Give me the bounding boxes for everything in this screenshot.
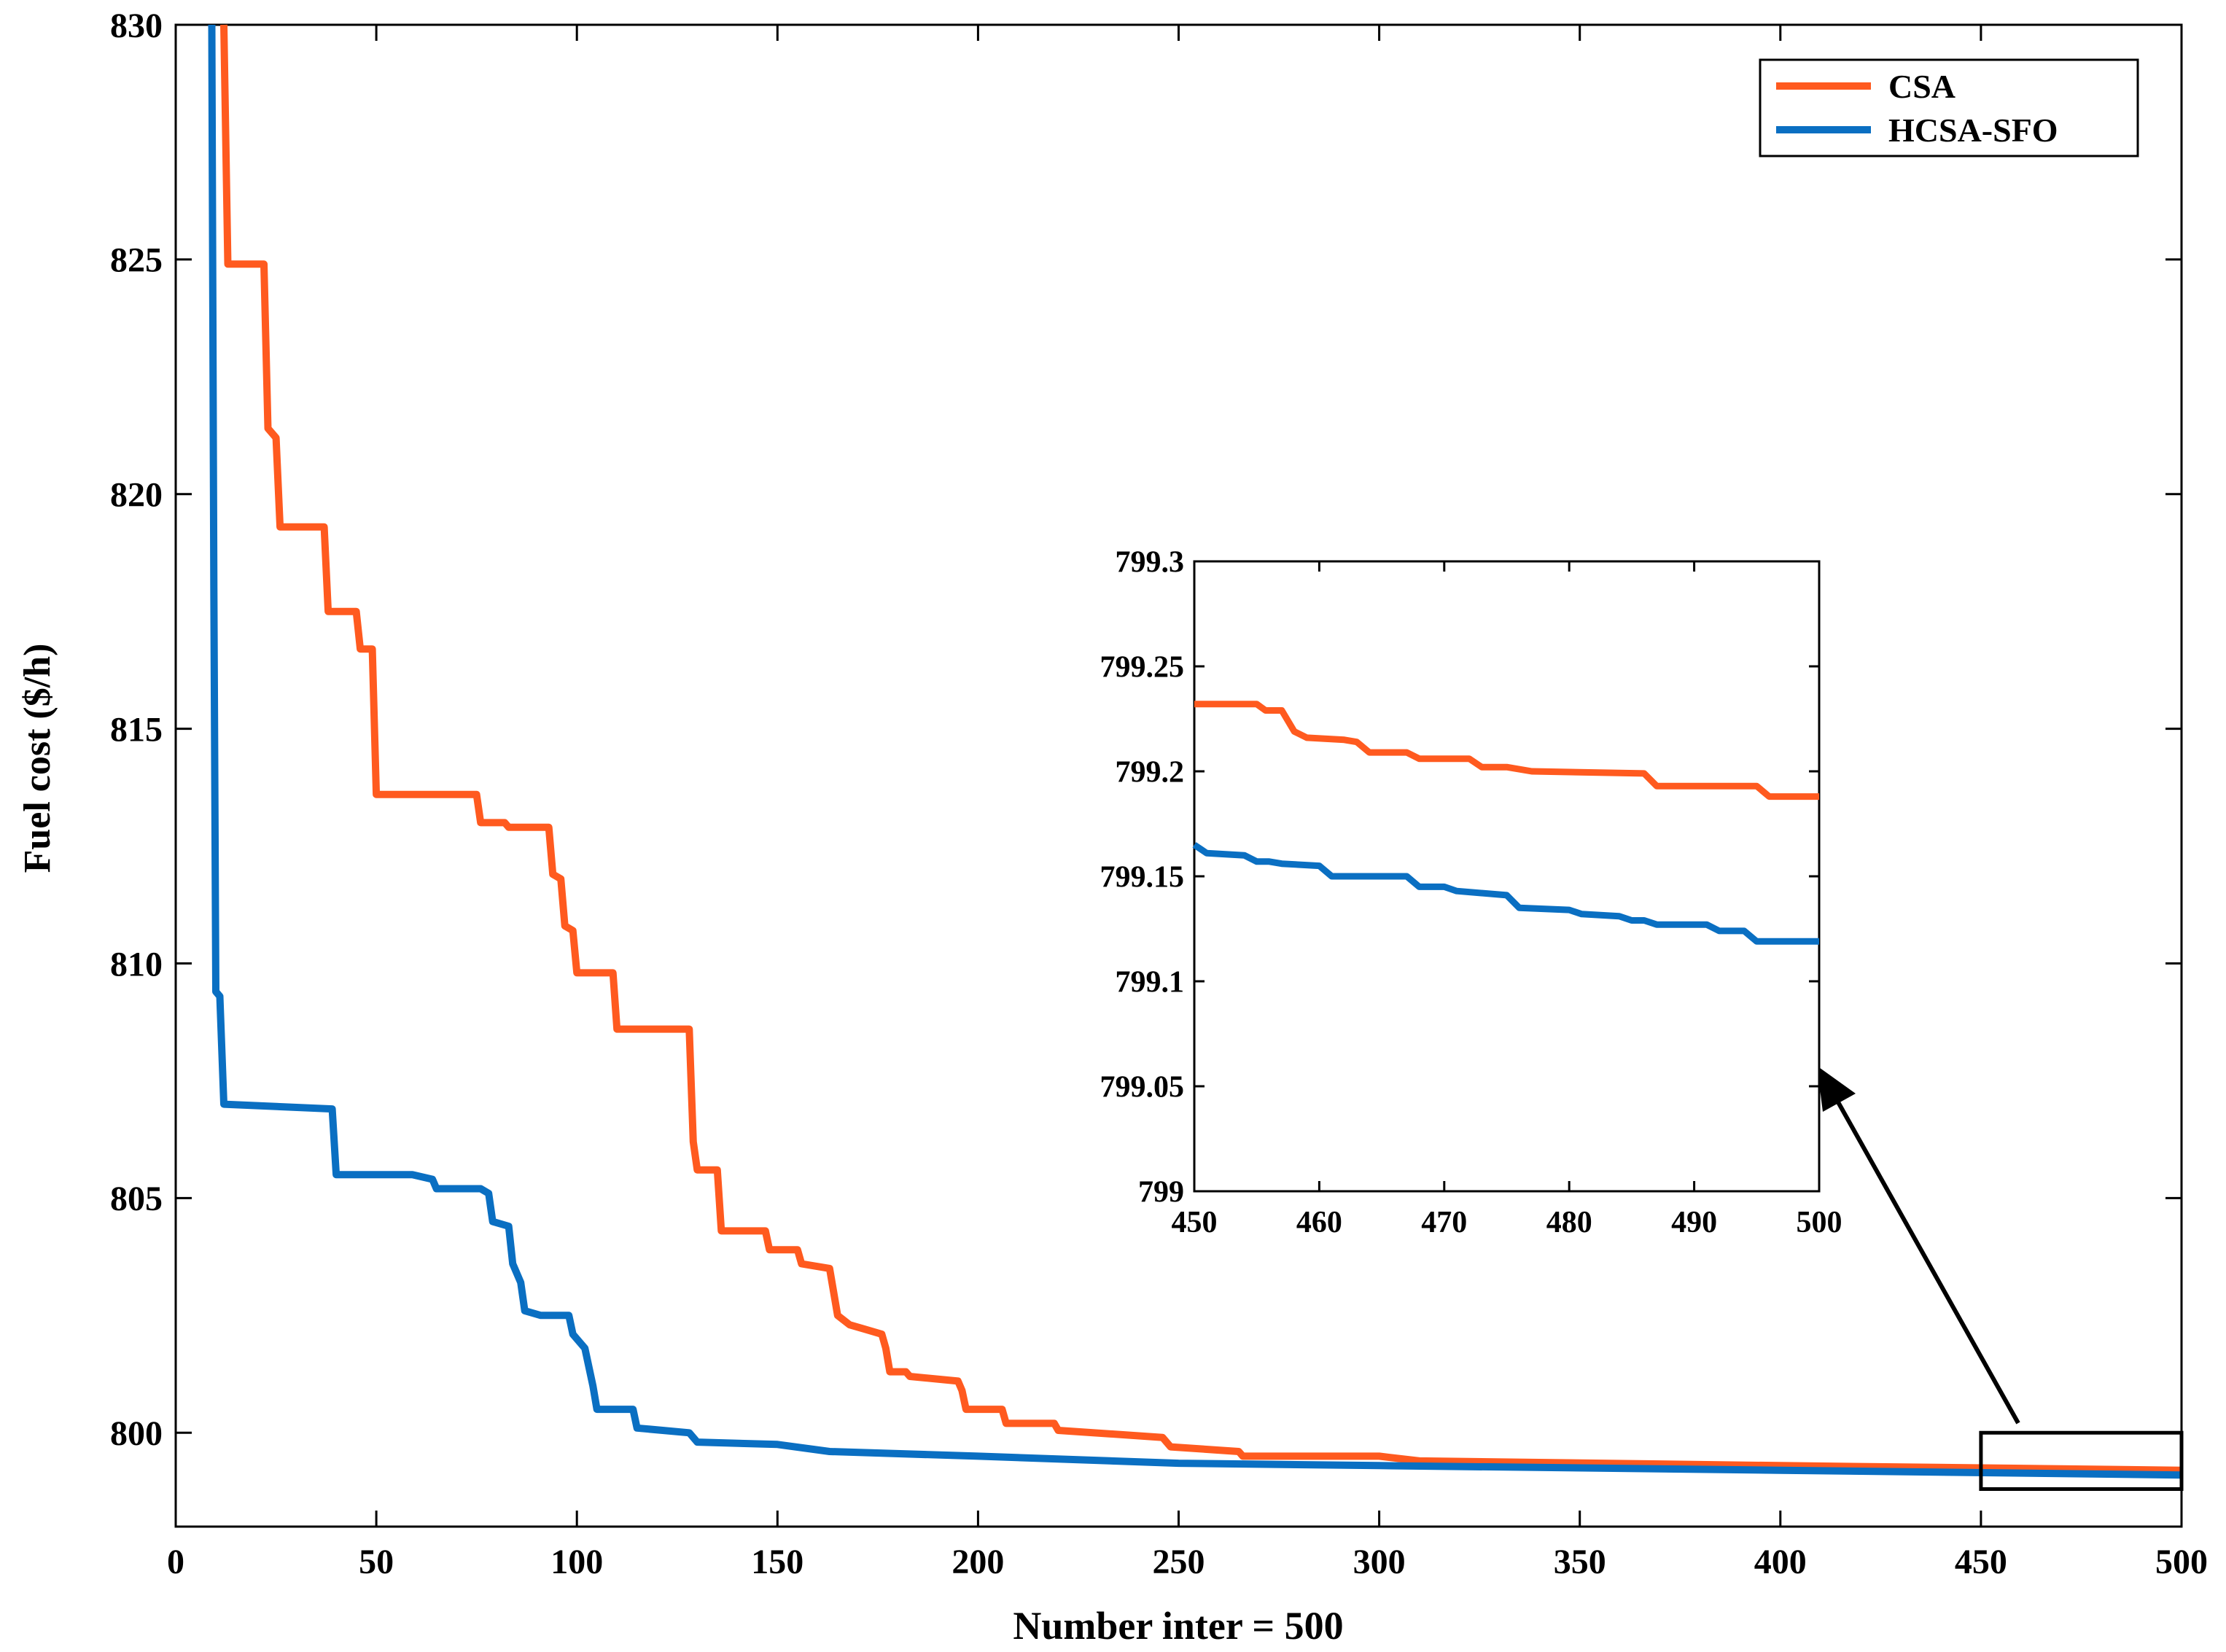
main-x-tick-label: 200 [952, 1543, 1004, 1581]
legend-label-csa: CSA [1888, 68, 1955, 105]
main-x-tick-label: 100 [550, 1543, 603, 1581]
zoom-region-box [1979, 1430, 2184, 1491]
main-series-layer [208, 24, 2182, 1479]
inset-series-layer [1192, 701, 1819, 945]
main-x-tick-label: 50 [359, 1543, 394, 1581]
legend: CSA HCSA-SFO [1759, 58, 2139, 157]
inset-x-tick-label: 470 [1421, 1206, 1467, 1239]
zoom-box-layer [1979, 1430, 2184, 1491]
main-x-tick-label: 250 [1153, 1543, 1205, 1581]
main-series-csa [220, 24, 2182, 1474]
inset-y-tick-label: 799 [1138, 1176, 1184, 1209]
legend-box [1759, 58, 2139, 157]
main-y-tick-label: 805 [110, 1180, 163, 1218]
inset-y-tick-label: 799.1 [1116, 966, 1185, 1000]
main-ticks-layer: 0 50 100 150 200 250 300 350 400 450 500 800 805 810 8… [110, 7, 2208, 1581]
main-x-tick-label: 300 [1353, 1543, 1406, 1581]
zoom-arrow-head [1817, 1066, 1856, 1112]
inset-ticks-layer: 450 460 470 480 490 500 799 799.05 799.1 799.15 79… [1100, 546, 1842, 1239]
inset-x-tick-label: 490 [1671, 1206, 1717, 1239]
main-series-hcsa-sfo [208, 24, 2182, 1479]
inset-plot: 450 460 470 480 490 500 799 799.05 799.1 799.15 79… [1100, 546, 1842, 1239]
inset-y-tick-label: 799.05 [1100, 1071, 1185, 1104]
main-y-tick-label: 815 [110, 710, 163, 749]
inset-y-tick-label: 799.2 [1116, 756, 1185, 790]
main-y-tick-label: 820 [110, 476, 163, 515]
inset-y-tick-label: 799.15 [1100, 861, 1185, 895]
main-plot-frame [174, 23, 2183, 1528]
main-y-tick-label: 810 [110, 945, 163, 983]
main-x-tick-label: 150 [751, 1543, 803, 1581]
inset-series-hcsa-sfo [1192, 842, 1819, 945]
main-y-tick-label: 825 [110, 241, 163, 280]
inset-y-tick-label: 799.3 [1116, 546, 1185, 580]
zoom-arrow-shaft [1835, 1099, 2020, 1425]
inset-x-tick-label: 450 [1172, 1206, 1218, 1239]
main-plot: 0 50 100 150 200 250 300 350 400 450 500 800 805 810 8… [110, 7, 2208, 1581]
main-x-tick-label: 500 [2155, 1543, 2208, 1581]
zoom-arrow [1817, 1066, 2020, 1425]
main-y-tick-label: 800 [110, 1414, 163, 1453]
main-x-tick-label: 0 [167, 1543, 184, 1581]
y-axis-label: Fuel cost ($/h) [17, 644, 58, 873]
main-y-tick-label: 830 [110, 7, 163, 45]
inset-plot-frame [1193, 560, 1821, 1193]
x-axis-label: Number inter = 500 [1013, 1604, 1343, 1648]
inset-series-csa [1194, 701, 1819, 800]
inset-x-tick-label: 460 [1296, 1206, 1342, 1239]
main-x-tick-label: 350 [1554, 1543, 1606, 1581]
main-x-tick-label: 400 [1754, 1543, 1807, 1581]
main-x-tick-label: 450 [1955, 1543, 2007, 1581]
inset-y-tick-label: 799.25 [1100, 651, 1185, 685]
inset-x-tick-label: 480 [1546, 1206, 1592, 1239]
legend-label-hcsa-sfo: HCSA-SFO [1888, 112, 2058, 149]
inset-x-tick-label: 500 [1797, 1206, 1842, 1239]
